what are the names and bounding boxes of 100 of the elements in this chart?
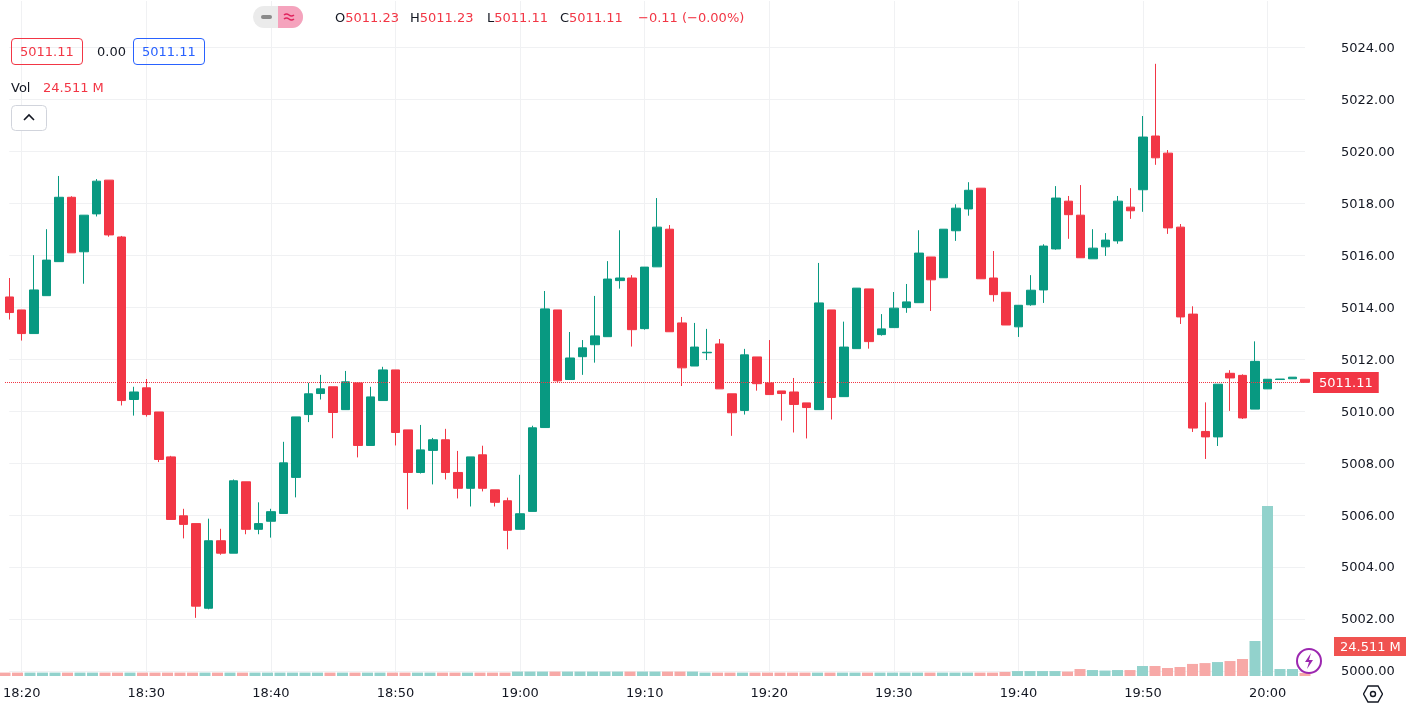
candlestick [466, 456, 475, 507]
x-tick-label: 18:50 [376, 685, 415, 700]
candlestick [665, 224, 674, 333]
bar [1199, 663, 1211, 676]
annotation: L5011.11 [487, 10, 549, 25]
candlestick [1201, 401, 1210, 460]
candlestick [939, 228, 948, 279]
candlestick [92, 178, 101, 217]
x-tick-label: 18:20 [3, 685, 41, 700]
bar [662, 671, 673, 676]
candlestick [1064, 195, 1073, 240]
x-tick-label: 19:50 [1124, 685, 1162, 700]
y-tick-label: 5014.00 [1341, 299, 1395, 315]
candlestick [104, 179, 114, 238]
candlestick [166, 455, 176, 520]
candlestick [702, 328, 712, 361]
candlestick [951, 203, 961, 242]
candlestick [503, 497, 512, 550]
annotation: C5011.11 [560, 10, 623, 25]
candlestick [1151, 63, 1160, 166]
candlestick [690, 322, 699, 367]
candlestick [316, 374, 325, 401]
candlestick [1275, 378, 1285, 381]
candlestick [216, 528, 226, 556]
bar [1087, 670, 1098, 676]
candlestick [652, 197, 662, 268]
candlestick [1138, 115, 1148, 213]
y-tick-label: 5012.00 [1341, 351, 1395, 367]
annotation: H5011.23 [410, 10, 474, 25]
candlestick [1113, 195, 1123, 245]
bar [512, 671, 523, 676]
candlestick [378, 366, 388, 402]
candlestick [29, 254, 39, 335]
candlestick [989, 250, 998, 303]
candlestick [1076, 184, 1085, 259]
bar [637, 671, 648, 676]
candlestick [416, 424, 425, 474]
candlestick [304, 382, 313, 423]
candlestick [279, 441, 288, 514]
bar [624, 671, 636, 676]
candlestick [515, 474, 525, 530]
candlestick [914, 229, 924, 304]
y-tick-label: 5008.00 [1341, 455, 1395, 471]
candlestick [627, 274, 637, 348]
annotation: 5011.11 [133, 38, 205, 65]
candlestick [441, 428, 450, 480]
bar [562, 671, 573, 676]
annotation: O5011.23 [335, 10, 399, 25]
candlestick [964, 181, 973, 217]
y-tick-label: 5020.00 [1341, 144, 1395, 160]
candlestick [478, 445, 487, 492]
candlestick [5, 277, 14, 321]
candlestick [291, 416, 301, 498]
candlestick [204, 518, 213, 610]
bar [1049, 671, 1061, 676]
candlestick [565, 331, 575, 381]
candlestick [640, 266, 649, 331]
candlestick [1213, 383, 1223, 447]
candlestick [1126, 187, 1135, 220]
candlestick [1051, 185, 1061, 251]
y-tick-label: 5024.00 [1341, 40, 1395, 56]
x-tick-label: 18:30 [127, 685, 166, 700]
x-tick-label: 18:40 [252, 685, 290, 700]
candlestick [79, 214, 89, 285]
candlestick [154, 411, 164, 463]
candlestick [540, 290, 550, 429]
y-tick-label: 5022.00 [1341, 92, 1395, 108]
candlestick [902, 283, 911, 314]
annotation: 24.511 M [43, 80, 104, 95]
candlestick [590, 295, 600, 364]
chart-title: Vol [11, 80, 31, 95]
candlestick [1250, 340, 1260, 410]
candlestick [191, 523, 201, 619]
candlestick [814, 262, 824, 411]
candlestick [129, 386, 139, 417]
candlestick [428, 437, 438, 485]
candlestick [67, 195, 76, 254]
bar [1062, 671, 1073, 676]
bar [549, 671, 561, 676]
x-tick-label: 19:20 [750, 685, 788, 700]
x-tick-label: 19:30 [875, 685, 913, 700]
y-tick-label: 5018.00 [1341, 196, 1395, 211]
candlestick [1014, 304, 1023, 338]
x-tick-label: 20:00 [1248, 685, 1287, 700]
candlestick [229, 478, 238, 554]
text: 24.511 M [1334, 637, 1406, 656]
candlestick [852, 287, 861, 350]
candlestick [1263, 378, 1272, 390]
candlestick [254, 501, 263, 535]
bar [1124, 670, 1136, 676]
candlestick [241, 481, 251, 535]
y-tick-label: 5010.00 [1341, 403, 1395, 419]
candlestick [54, 175, 64, 263]
bar [1212, 662, 1223, 676]
candlestick [528, 425, 537, 512]
x-tick-label: 19:40 [999, 685, 1038, 700]
candlestick [17, 309, 26, 342]
candlestick [802, 402, 811, 439]
candlestick [1026, 274, 1036, 307]
candlestick [1039, 243, 1048, 304]
